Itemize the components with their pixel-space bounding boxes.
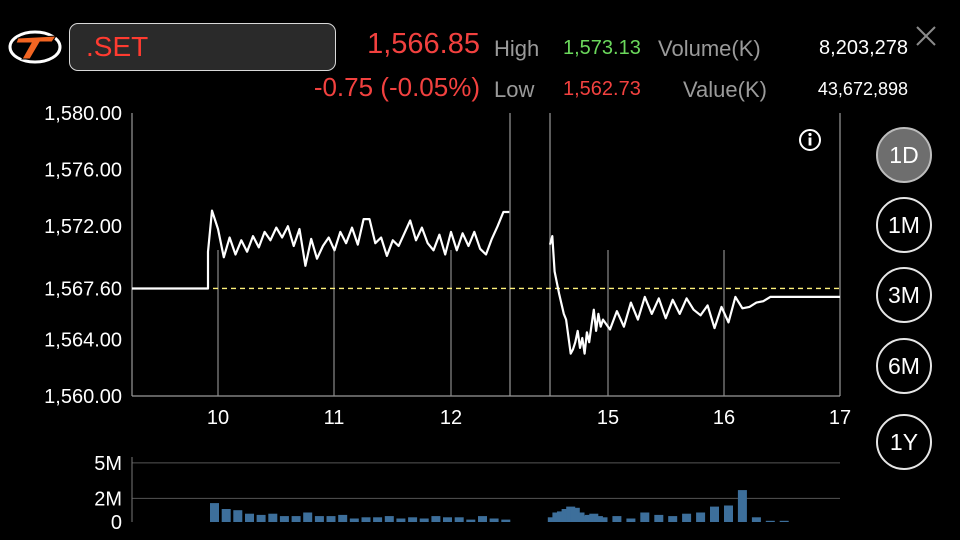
x-tick-label: 15	[597, 407, 619, 429]
volume-bar	[245, 513, 254, 522]
x-tick-label: 17	[829, 407, 851, 429]
volume-bar	[443, 517, 452, 522]
volume-bar	[501, 519, 511, 522]
info-icon[interactable]	[799, 129, 821, 151]
volume-bar	[566, 506, 576, 522]
volume-bar	[478, 516, 487, 522]
volume-value: 8,203,278	[819, 37, 908, 59]
y-tick-label: 1,567.60	[44, 278, 122, 300]
volume-bar	[561, 509, 571, 522]
volume-bar	[268, 513, 278, 522]
volume-label: Volume(K)	[658, 36, 761, 61]
range-button-6m[interactable]: 6M	[876, 338, 932, 394]
high-value: 1,573.13	[563, 37, 641, 59]
volume-bar	[291, 516, 301, 522]
volume-bar	[489, 518, 499, 522]
range-button-1d[interactable]: 1D	[876, 127, 932, 183]
volume-bar	[570, 507, 580, 522]
volume-bar	[593, 516, 603, 522]
volume-bar	[396, 518, 406, 522]
volume-bar	[408, 517, 418, 522]
volume-bar	[279, 516, 289, 522]
range-button-3m[interactable]: 3M	[876, 267, 932, 323]
price-series-morning	[132, 209, 510, 290]
value-label: Value(K)	[683, 77, 767, 102]
t-logo-icon	[8, 30, 62, 64]
volume-bar	[575, 512, 585, 522]
volume-bar	[547, 517, 557, 522]
volume-bar	[233, 510, 243, 522]
volume-tick-label: 2M	[94, 488, 122, 510]
volume-bar	[589, 513, 599, 522]
symbol-search-input[interactable]: .SET	[69, 23, 336, 71]
y-tick-label: 1,564.00	[44, 329, 122, 351]
price-series-afternoon	[548, 235, 840, 355]
y-tick-label: 1,572.00	[44, 216, 122, 238]
x-tick-label: 12	[440, 407, 462, 429]
volume-bar	[612, 516, 622, 522]
range-button-1m[interactable]: 1M	[876, 197, 932, 253]
volume-bar	[431, 516, 441, 522]
volume-bar	[338, 514, 348, 522]
volume-bar	[384, 516, 394, 522]
last-price: 1,566.85	[367, 28, 480, 60]
volume-bar	[256, 514, 266, 522]
volume-bar	[466, 519, 476, 522]
volume-bar	[361, 517, 371, 522]
volume-bar	[598, 517, 608, 522]
volume-bar	[557, 511, 566, 522]
high-label: High	[494, 36, 540, 61]
symbol-text: .SET	[86, 31, 149, 62]
low-label: Low	[494, 77, 535, 102]
volume-bar	[221, 509, 231, 522]
x-tick-label: 11	[324, 407, 345, 429]
volume-bar	[751, 517, 761, 522]
x-tick-label: 16	[713, 407, 735, 429]
price-change: -0.75 (-0.05%)	[313, 72, 480, 102]
low-value: 1,562.73	[563, 78, 641, 100]
volume-bar	[373, 517, 383, 522]
x-tick-label: 10	[207, 407, 229, 429]
volume-bar	[326, 516, 336, 522]
value-value: 43,672,898	[817, 79, 908, 99]
volume-bar	[419, 518, 429, 522]
volume-bar	[710, 506, 719, 522]
volume-tick-label: 0	[111, 512, 122, 534]
range-button-1y[interactable]: 1Y	[876, 414, 932, 470]
volume-bar	[626, 518, 636, 522]
volume-bar	[454, 517, 464, 522]
volume-bar	[584, 514, 594, 522]
y-tick-label: 1,560.00	[44, 386, 122, 408]
volume-bar	[210, 503, 219, 522]
volume-bar	[737, 490, 747, 522]
volume-bar	[696, 512, 706, 522]
volume-bar	[349, 518, 359, 522]
volume-bar	[724, 505, 733, 522]
volume-tick-label: 5M	[94, 453, 122, 475]
volume-bar	[303, 512, 313, 522]
volume-bar	[314, 516, 324, 522]
volume-bar	[765, 520, 775, 522]
y-tick-label: 1,576.00	[44, 160, 122, 182]
y-tick-label: 1,580.00	[44, 103, 122, 125]
volume-bar	[654, 514, 664, 522]
close-icon[interactable]	[914, 24, 938, 48]
volume-bar	[682, 513, 692, 522]
volume-bar	[552, 512, 562, 522]
volume-bar	[668, 516, 678, 522]
volume-bar	[640, 512, 650, 522]
volume-bar	[779, 520, 789, 522]
volume-bar	[580, 516, 590, 522]
